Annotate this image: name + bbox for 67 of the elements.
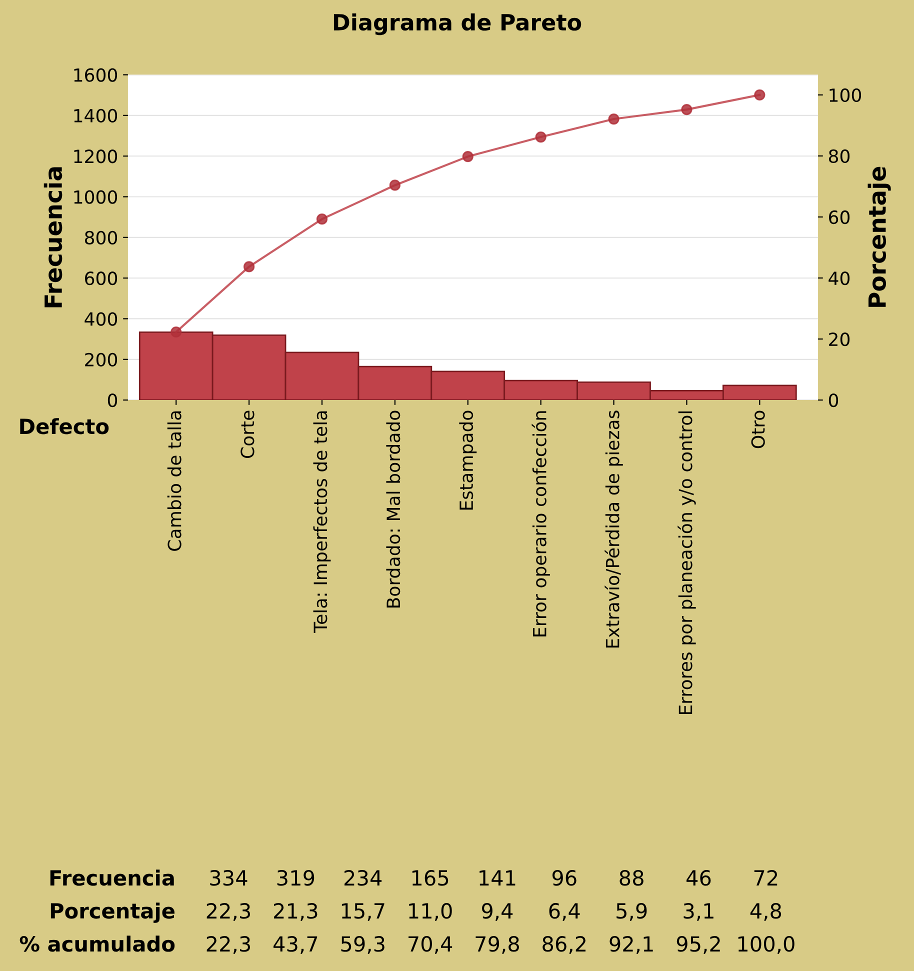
- x-tick-label: Extravío/Pérdida de piezas: [604, 410, 623, 648]
- text: 95,2: [676, 936, 720, 954]
- y2-tick-label: 0: [828, 394, 838, 408]
- text: 141: [480, 870, 516, 886]
- y2-axis-title: Porcentaje: [868, 166, 891, 307]
- point: [754, 89, 766, 100]
- x-tick-label: Error operario confección: [532, 411, 550, 636]
- chart-title: Diagrama de Pareto: [334, 13, 582, 36]
- text: 334: [210, 870, 248, 886]
- point: [316, 214, 328, 225]
- text: Frecuencia: [50, 870, 174, 886]
- text: 59,3: [341, 936, 384, 954]
- point: [170, 326, 182, 338]
- y-tick-label: 600: [85, 272, 118, 286]
- text: 86,2: [542, 936, 586, 954]
- y2-tick-label: 60: [829, 210, 850, 224]
- y-tick-label: 400: [84, 312, 118, 326]
- point: [681, 104, 692, 116]
- y2-tick-label: 80: [828, 149, 850, 164]
- text: % acumulado: [20, 936, 175, 952]
- text: 79,8: [476, 936, 519, 954]
- point: [243, 261, 255, 272]
- text: 22,3: [206, 936, 250, 954]
- text: 9,4: [482, 903, 513, 921]
- text: 234: [344, 870, 382, 886]
- y-tick-label: 1600: [74, 68, 118, 82]
- text: 165: [412, 870, 448, 886]
- y2-tick-label: 20: [829, 332, 850, 346]
- y2-tick-label: 40: [828, 271, 850, 286]
- y-tick-label: 800: [85, 230, 118, 245]
- y-tick-label: 1000: [74, 190, 118, 204]
- y-tick-label: 0: [108, 394, 118, 408]
- text: 5,9: [616, 903, 647, 921]
- text: 11,0: [409, 903, 452, 921]
- text: 46: [686, 870, 711, 886]
- point: [389, 180, 400, 191]
- text: 319: [277, 870, 314, 886]
- x-tick-label: Bordado: Mal bordado: [386, 410, 400, 608]
- point: [535, 131, 546, 143]
- text: 3,1: [684, 903, 714, 921]
- text: 4,8: [750, 903, 782, 921]
- x-tick-label: Otro: [751, 410, 765, 448]
- x-tick-label: Errores por planeación y/o control: [678, 411, 696, 714]
- point: [462, 150, 474, 162]
- text: 22,3: [206, 903, 250, 921]
- text: 15,7: [342, 903, 384, 921]
- text: 72: [754, 870, 778, 886]
- y-axis-title: Frecuencia: [44, 167, 62, 308]
- text: 88: [620, 870, 644, 886]
- text: 6,4: [549, 903, 580, 921]
- text: 100,0: [738, 936, 794, 954]
- y-tick-label: 200: [85, 352, 118, 367]
- x-tick-label: Corte: [240, 410, 254, 458]
- text: 96: [552, 870, 576, 886]
- y2-tick-label: 100: [830, 88, 862, 102]
- y-tick-label: 1400: [74, 108, 118, 123]
- text: 43,7: [274, 936, 318, 954]
- text: 92,1: [610, 936, 653, 954]
- text: Porcentaje: [50, 902, 174, 923]
- x-tick-label: Tela: Imperfectos de tela: [313, 411, 331, 633]
- x-tick-label: Cambio de talla: [167, 411, 182, 551]
- y-tick-label: 1200: [74, 150, 118, 164]
- text: 21,3: [274, 903, 318, 921]
- point: [608, 113, 620, 125]
- x-axis-title: Defecto: [20, 418, 109, 434]
- x-tick-label: Estampado: [459, 410, 477, 510]
- text: 70,4: [408, 936, 452, 954]
